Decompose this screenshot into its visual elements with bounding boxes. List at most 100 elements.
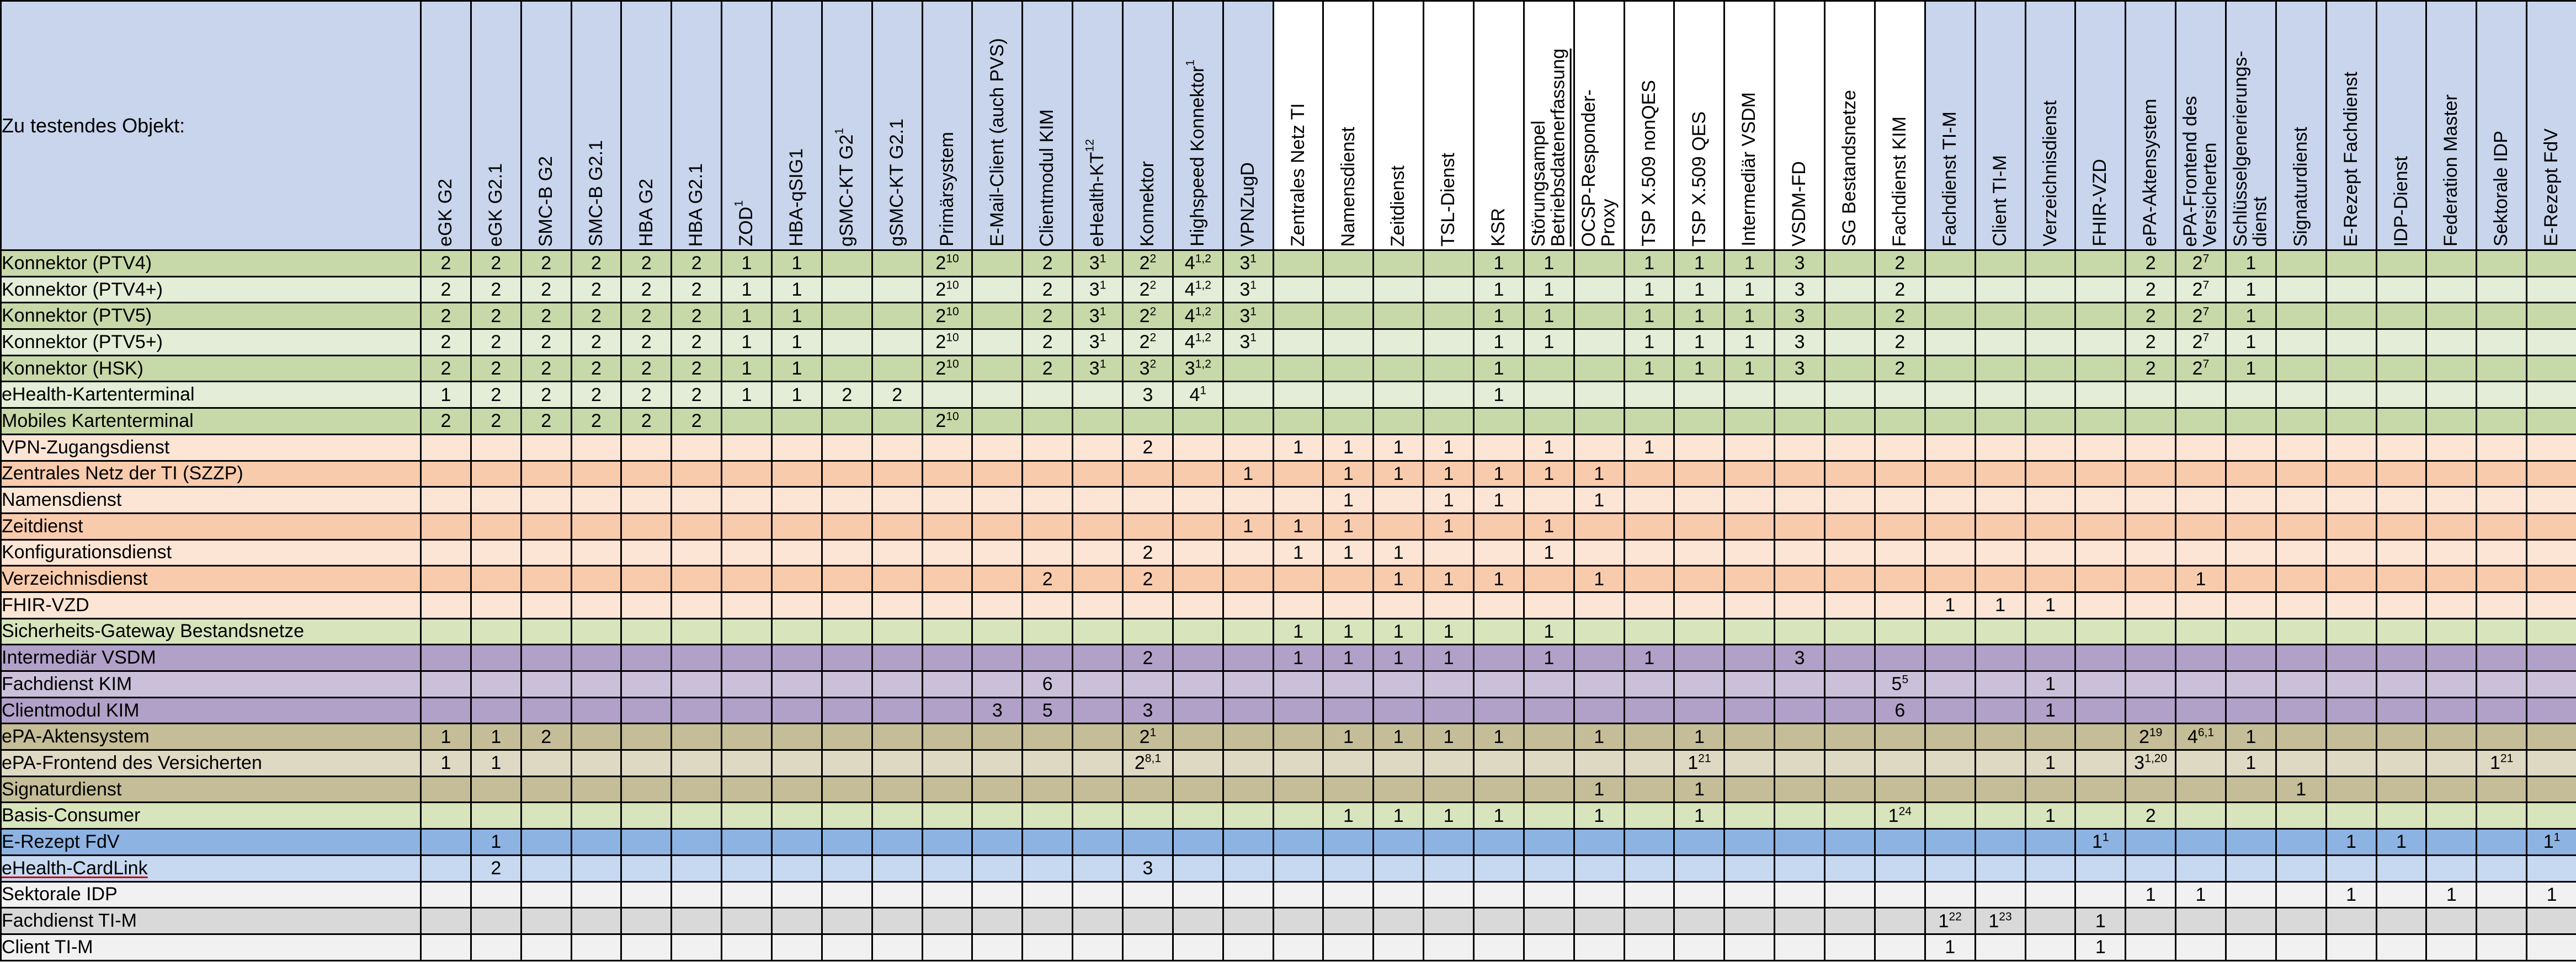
- matrix-cell: 1: [1322, 459, 1375, 488]
- matrix-cell: [520, 749, 572, 777]
- matrix-cell: [1523, 565, 1575, 593]
- matrix-cell: 121: [2476, 749, 2528, 777]
- matrix-cell: [1573, 249, 1625, 277]
- row-label: Intermediär VSDM: [0, 644, 422, 672]
- table-row: Intermediär VSDM 2 1 1 1 1 1 1 3: [0, 644, 2576, 672]
- matrix-cell: [2275, 723, 2327, 751]
- matrix-cell: 1: [2224, 302, 2277, 330]
- matrix-cell: [1774, 538, 1826, 567]
- matrix-cell: [1021, 486, 1074, 514]
- column-header: Störungsampel Betriebsdatenerfassung: [1523, 0, 1575, 251]
- column-header: SG Bestandsnetze: [1824, 0, 1876, 251]
- matrix-cell: [1824, 591, 1876, 619]
- matrix-cell: 1: [771, 328, 823, 356]
- matrix-cell: [2275, 907, 2327, 935]
- matrix-cell: 2: [620, 381, 673, 409]
- matrix-cell: [1824, 302, 1876, 330]
- matrix-cell: 123: [1974, 907, 2026, 935]
- row-label: eHealth-CardLink: [0, 854, 422, 883]
- matrix-cell: [1874, 433, 1926, 462]
- matrix-cell: [1573, 407, 1625, 435]
- table-row: Konfigurationsdienst 2 1 1 1 1: [0, 538, 2576, 567]
- matrix-cell: [1723, 854, 1776, 883]
- matrix-cell: [1072, 617, 1124, 646]
- matrix-cell: 1: [1322, 617, 1375, 646]
- matrix-cell: [1222, 354, 1274, 383]
- matrix-cell: [1774, 433, 1826, 462]
- matrix-cell: [2425, 249, 2478, 277]
- matrix-cell: [971, 433, 1024, 462]
- matrix-cell: [1623, 696, 1675, 725]
- matrix-cell: [1623, 854, 1675, 883]
- matrix-cell: [620, 801, 673, 830]
- matrix-cell: [2125, 381, 2177, 409]
- matrix-cell: [2375, 275, 2428, 304]
- matrix-cell: [1122, 591, 1174, 619]
- matrix-cell: [871, 617, 923, 646]
- matrix-cell: 28,1: [1122, 749, 1174, 777]
- column-header: Clientmodul KIM: [1021, 0, 1074, 251]
- matrix-cell: [721, 617, 773, 646]
- matrix-cell: [1222, 854, 1274, 883]
- column-header-label: Clientmodul KIM: [1036, 109, 1058, 247]
- matrix-cell: [2425, 302, 2478, 330]
- matrix-cell: [1072, 407, 1124, 435]
- matrix-cell: [1272, 302, 1324, 330]
- matrix-cell: [2375, 249, 2428, 277]
- matrix-cell: [871, 538, 923, 567]
- row-label-text: Konnektor (PTV4+): [2, 279, 163, 300]
- matrix-cell: [1573, 828, 1625, 856]
- matrix-cell: [470, 670, 522, 698]
- matrix-cell: 3: [1122, 381, 1174, 409]
- matrix-cell: [1924, 801, 1976, 830]
- matrix-cell: [2074, 617, 2127, 646]
- matrix-cell: 2: [420, 354, 472, 383]
- matrix-cell: [871, 486, 923, 514]
- matrix-cell: [2476, 933, 2528, 961]
- matrix-cell: [821, 459, 873, 488]
- matrix-cell: 1: [1372, 459, 1425, 488]
- matrix-cell: [2476, 670, 2528, 698]
- matrix-cell: [2275, 538, 2327, 567]
- matrix-cell: [1874, 749, 1926, 777]
- matrix-cell: [670, 459, 723, 488]
- matrix-cell: [2325, 775, 2377, 804]
- matrix-cell: [1072, 459, 1124, 488]
- column-header-label: Zeitdienst: [1387, 165, 1409, 247]
- matrix-cell: [971, 328, 1024, 356]
- matrix-cell: [871, 644, 923, 672]
- matrix-cell: [721, 696, 773, 725]
- matrix-cell: 1: [1974, 591, 2026, 619]
- matrix-cell: [2325, 328, 2377, 356]
- matrix-cell: [1974, 933, 2026, 961]
- matrix-cell: 1: [1372, 538, 1425, 567]
- matrix-cell: 46,1: [2175, 723, 2227, 751]
- matrix-cell: 1: [2175, 565, 2227, 593]
- matrix-cell: [1824, 854, 1876, 883]
- matrix-cell: [1423, 407, 1475, 435]
- matrix-cell: [2024, 354, 2077, 383]
- matrix-cell: [1272, 775, 1324, 804]
- row-label-text: Konnektor (PTV5): [2, 305, 152, 327]
- matrix-cell: [2024, 907, 2077, 935]
- matrix-body: Konnektor (PTV4) 2 2 2 2 2 2 1 1 210 2 31 22 41,2 31 1 1…: [0, 249, 2576, 961]
- matrix-cell: [620, 854, 673, 883]
- matrix-cell: [871, 907, 923, 935]
- matrix-cell: [1021, 512, 1074, 541]
- matrix-cell: [2476, 512, 2528, 541]
- matrix-cell: [2526, 302, 2576, 330]
- matrix-cell: [1924, 670, 1976, 698]
- table-row: Konnektor (PTV5) 2 2 2 2 2 2 1 1 210 2 31 22 41,2 31 1 1…: [0, 302, 2576, 330]
- column-header: IDP-Dienst: [2375, 0, 2428, 251]
- matrix-cell: [921, 459, 973, 488]
- matrix-cell: 1: [1423, 644, 1475, 672]
- matrix-cell: [921, 828, 973, 856]
- matrix-cell: [721, 933, 773, 961]
- matrix-cell: [871, 670, 923, 698]
- matrix-cell: [2275, 617, 2327, 646]
- matrix-cell: 2: [620, 275, 673, 304]
- matrix-cell: [2476, 354, 2528, 383]
- matrix-cell: [520, 486, 572, 514]
- matrix-cell: [1573, 749, 1625, 777]
- matrix-cell: 2: [620, 302, 673, 330]
